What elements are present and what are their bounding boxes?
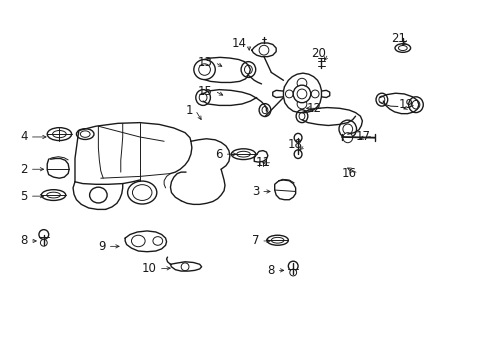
Ellipse shape bbox=[266, 235, 288, 245]
Text: 8: 8 bbox=[20, 234, 28, 247]
Ellipse shape bbox=[411, 100, 419, 109]
Ellipse shape bbox=[131, 235, 145, 247]
Circle shape bbox=[297, 89, 306, 99]
Circle shape bbox=[310, 90, 318, 98]
Ellipse shape bbox=[259, 104, 270, 117]
Ellipse shape bbox=[53, 131, 66, 138]
Ellipse shape bbox=[394, 44, 410, 52]
Circle shape bbox=[297, 78, 306, 88]
Ellipse shape bbox=[195, 90, 210, 105]
Ellipse shape bbox=[294, 150, 302, 158]
Circle shape bbox=[288, 261, 298, 271]
Text: 6: 6 bbox=[215, 148, 222, 161]
Ellipse shape bbox=[153, 237, 163, 245]
Circle shape bbox=[285, 90, 293, 98]
Ellipse shape bbox=[41, 190, 65, 201]
Text: 21: 21 bbox=[390, 32, 406, 45]
Ellipse shape bbox=[236, 151, 250, 157]
Ellipse shape bbox=[342, 124, 352, 134]
Ellipse shape bbox=[294, 134, 302, 142]
Ellipse shape bbox=[193, 59, 215, 80]
Ellipse shape bbox=[231, 149, 255, 159]
Text: 14: 14 bbox=[231, 37, 246, 50]
Ellipse shape bbox=[262, 107, 267, 114]
Text: 11: 11 bbox=[255, 156, 270, 169]
Circle shape bbox=[41, 239, 47, 246]
Ellipse shape bbox=[408, 97, 423, 113]
Text: 12: 12 bbox=[306, 102, 321, 115]
Ellipse shape bbox=[199, 93, 206, 102]
Text: 7: 7 bbox=[251, 234, 259, 247]
Ellipse shape bbox=[398, 45, 407, 50]
Text: 15: 15 bbox=[198, 85, 212, 98]
Text: 4: 4 bbox=[20, 130, 28, 144]
Ellipse shape bbox=[241, 62, 255, 77]
Ellipse shape bbox=[299, 113, 305, 120]
Circle shape bbox=[39, 230, 49, 239]
Circle shape bbox=[181, 263, 188, 271]
Text: 13: 13 bbox=[198, 56, 212, 69]
Ellipse shape bbox=[76, 129, 94, 139]
Text: 5: 5 bbox=[20, 190, 28, 203]
Text: 19: 19 bbox=[398, 98, 413, 111]
Ellipse shape bbox=[244, 65, 252, 74]
Text: 20: 20 bbox=[311, 47, 325, 60]
Text: 10: 10 bbox=[142, 262, 157, 275]
Ellipse shape bbox=[338, 120, 356, 138]
Text: 18: 18 bbox=[287, 138, 303, 151]
Ellipse shape bbox=[296, 110, 307, 123]
Ellipse shape bbox=[47, 128, 71, 140]
Ellipse shape bbox=[271, 237, 284, 243]
Circle shape bbox=[293, 85, 310, 103]
Ellipse shape bbox=[132, 185, 152, 201]
Ellipse shape bbox=[375, 93, 387, 106]
Circle shape bbox=[259, 45, 268, 55]
Ellipse shape bbox=[198, 64, 210, 75]
Circle shape bbox=[297, 99, 306, 109]
Text: 17: 17 bbox=[355, 130, 370, 143]
Text: 3: 3 bbox=[251, 185, 259, 198]
Ellipse shape bbox=[378, 96, 384, 103]
Text: 16: 16 bbox=[341, 167, 356, 180]
Text: 1: 1 bbox=[185, 104, 193, 117]
Ellipse shape bbox=[127, 181, 157, 204]
Ellipse shape bbox=[47, 192, 60, 198]
Text: 8: 8 bbox=[267, 264, 274, 277]
Circle shape bbox=[289, 269, 296, 276]
Ellipse shape bbox=[89, 187, 107, 203]
Text: 9: 9 bbox=[98, 240, 105, 253]
Ellipse shape bbox=[342, 133, 352, 143]
Ellipse shape bbox=[80, 131, 90, 137]
Text: 2: 2 bbox=[20, 163, 28, 176]
